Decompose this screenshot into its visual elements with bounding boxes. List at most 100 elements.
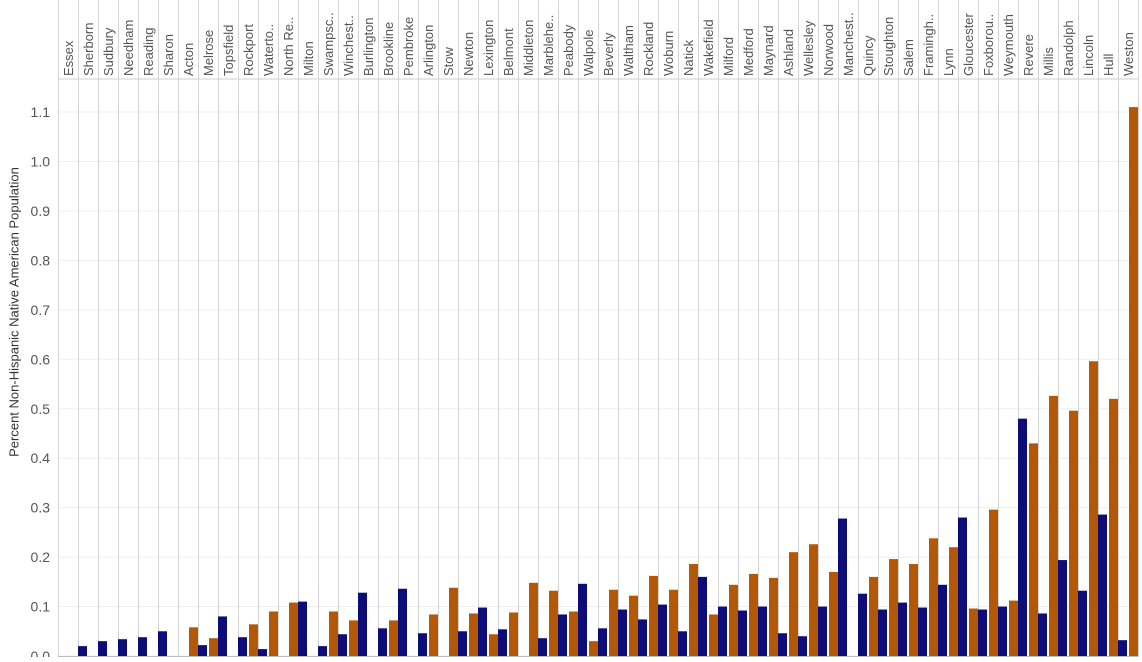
- bar: [938, 584, 947, 656]
- x-category-label: Hull: [1101, 53, 1116, 76]
- y-axis-title-area: Percent Non-Hispanic Native American Pop…: [2, 0, 26, 657]
- x-category-label: Waltham: [621, 25, 636, 76]
- bar: [78, 646, 87, 656]
- x-category-label: Melrose: [201, 30, 216, 76]
- bar: [498, 629, 507, 656]
- bar: [378, 628, 387, 656]
- x-category-label: Sudbury: [101, 27, 116, 76]
- bar: [709, 614, 718, 656]
- x-category-label: Framingh..: [921, 14, 936, 76]
- bar: [558, 614, 567, 656]
- bar: [198, 645, 207, 656]
- bar: [1118, 640, 1127, 656]
- x-category-label: Ashland: [781, 29, 796, 76]
- bar: [269, 611, 278, 656]
- x-category-label: Weston: [1121, 32, 1136, 76]
- bar: [589, 641, 598, 656]
- y-tick-label: 0.5: [31, 401, 51, 417]
- bar: [1098, 514, 1107, 656]
- x-category-label: Marblehe..: [541, 15, 556, 76]
- bar: [758, 606, 767, 656]
- bar: [1029, 443, 1038, 656]
- bar: [649, 575, 658, 656]
- bar: [729, 584, 738, 656]
- bar: [809, 544, 818, 656]
- bar: [678, 631, 687, 656]
- bar: [358, 592, 367, 656]
- bar: [338, 634, 347, 656]
- x-category-label: Essex: [61, 40, 76, 76]
- x-category-label: Manchest..: [841, 12, 856, 76]
- bar: [1078, 590, 1087, 656]
- bar: [329, 611, 338, 656]
- y-tick-label: 0.7: [31, 302, 51, 318]
- bar: [138, 637, 147, 656]
- bar: [978, 609, 987, 656]
- bar: [478, 607, 487, 656]
- bar: [838, 518, 847, 656]
- x-category-label: Acton: [181, 43, 196, 76]
- bar: [1129, 107, 1138, 657]
- x-category-label: Stoughton: [881, 17, 896, 76]
- x-category-label: Rockland: [641, 22, 656, 76]
- bar: [958, 517, 967, 656]
- x-category-label: Lincoln: [1081, 35, 1096, 76]
- x-category-label: Newton: [461, 32, 476, 76]
- x-category-label: Winchest..: [341, 15, 356, 76]
- bar: [569, 611, 578, 656]
- x-category-label: Stow: [441, 46, 456, 76]
- bar: [889, 559, 898, 656]
- y-tick-label: 0.4: [31, 450, 51, 466]
- bar: [689, 564, 698, 656]
- bar: [969, 608, 978, 656]
- x-category-label: Maynard: [761, 25, 776, 76]
- bar: [418, 633, 427, 656]
- x-category-label: Topsfield: [221, 25, 236, 76]
- bar: [638, 619, 647, 656]
- bar: [549, 590, 558, 656]
- x-category-label: Pembroke: [401, 17, 416, 76]
- x-category-label: Reading: [141, 28, 156, 76]
- bar: [878, 609, 887, 656]
- x-category-label: Arlington: [421, 25, 436, 76]
- x-category-label: Rockport: [241, 24, 256, 76]
- bar: [658, 604, 667, 656]
- x-category-label: Lexington: [481, 20, 496, 76]
- bar: [209, 638, 218, 656]
- bar: [249, 624, 258, 656]
- bar: [829, 571, 838, 656]
- bar: [258, 649, 267, 656]
- bar: [398, 588, 407, 656]
- x-category-label: Salem: [901, 39, 916, 76]
- x-category-label: Revere: [1021, 34, 1036, 76]
- bar: [1009, 600, 1018, 656]
- x-category-label: Gloucester: [961, 12, 976, 76]
- bar: [529, 582, 538, 656]
- x-category-label: Peabody: [561, 24, 576, 76]
- bar: [158, 631, 167, 656]
- bar: [798, 636, 807, 656]
- bar: [698, 576, 707, 656]
- x-category-label: Brookline: [381, 22, 396, 76]
- bar: [738, 610, 747, 656]
- y-tick-label: 0.8: [31, 252, 51, 268]
- bar: [449, 587, 458, 656]
- y-tick-label: 0.1: [31, 599, 51, 615]
- bar: [429, 614, 438, 656]
- y-tick-label: 0.3: [31, 500, 51, 516]
- y-tick-label: 0.6: [31, 351, 51, 367]
- bar: [769, 577, 778, 656]
- bar: [998, 606, 1007, 656]
- x-category-label: Lynn: [941, 48, 956, 76]
- x-category-label: Burlington: [361, 17, 376, 76]
- bar: [1038, 613, 1047, 656]
- x-category-label: Middleton: [521, 20, 536, 76]
- y-tick-label: 1.0: [31, 154, 51, 170]
- bar: [98, 641, 107, 656]
- bar: [669, 589, 678, 656]
- x-category-label: Needham: [121, 20, 136, 76]
- bar: [349, 620, 358, 656]
- x-category-label: Beverly: [601, 32, 616, 76]
- x-category-label: Swampsc..: [321, 12, 336, 76]
